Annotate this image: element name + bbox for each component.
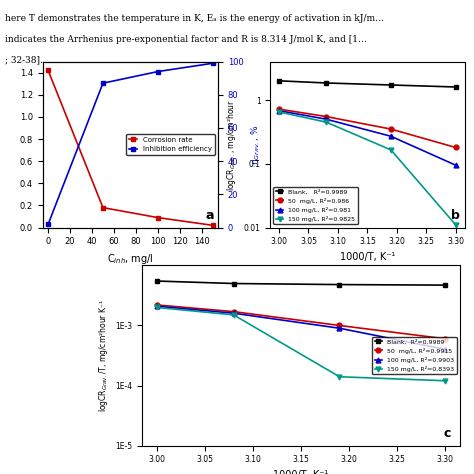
Line: 100 mg/L, R²=0.9903: 100 mg/L, R²=0.9903: [154, 304, 448, 352]
Blank,   R²=0.9989: [276, 78, 282, 83]
50  mg/L, R²=0.986: [323, 114, 329, 119]
X-axis label: C$_{inh}$, mg/l: C$_{inh}$, mg/l: [107, 252, 154, 266]
50  mg/L, R²=0.986: [388, 126, 394, 132]
150 mg/L, R²=0.9825: [388, 147, 394, 153]
Text: b: b: [451, 209, 460, 222]
Blank,   R²=0.9989: [323, 80, 329, 86]
Y-axis label: η$_{Grav.}$, %: η$_{Grav.}$, %: [249, 125, 262, 164]
50  mg/L, R²=0.9915: [443, 336, 448, 342]
Inhibition efficiency: [46, 221, 51, 227]
Corrosion rate: [155, 215, 161, 220]
Line: Blank,  R²=0.9989: Blank, R²=0.9989: [154, 279, 448, 288]
Y-axis label: logCR$_{Grav.}$/T, mg/cm²hour K⁻¹: logCR$_{Grav.}$/T, mg/cm²hour K⁻¹: [97, 299, 110, 412]
X-axis label: 1000/T, K⁻¹: 1000/T, K⁻¹: [340, 252, 395, 262]
Legend: Corrosion rate, Inhibition efficiency: Corrosion rate, Inhibition efficiency: [126, 134, 215, 155]
Blank,  R²=0.9989: [443, 283, 448, 288]
Line: Inhibition efficiency: Inhibition efficiency: [46, 61, 215, 227]
Line: Blank,   R²=0.9989: Blank, R²=0.9989: [277, 78, 458, 90]
100 mg/L, R²=0.9903: [154, 303, 159, 309]
50  mg/L, R²=0.986: [453, 145, 458, 150]
100 mg/L, R²=0.9903: [337, 325, 342, 331]
Line: 50  mg/L, R²=0.986: 50 mg/L, R²=0.986: [277, 107, 458, 150]
100 mg/L, R²=0.9903: [231, 310, 237, 316]
150 mg/L, R²=0.9825: [276, 109, 282, 115]
Line: 150 mg/L, R²=0.9825: 150 mg/L, R²=0.9825: [277, 109, 458, 228]
50  mg/L, R²=0.9915: [231, 309, 237, 314]
50  mg/L, R²=0.986: [276, 106, 282, 112]
Corrosion rate: [46, 68, 51, 73]
100 mg/L, R²=0.981: [276, 108, 282, 114]
50  mg/L, R²=0.9915: [154, 302, 159, 308]
Line: Corrosion rate: Corrosion rate: [46, 68, 215, 228]
Y-axis label: logCR$_{Grav.}$, mg/cm²hour: logCR$_{Grav.}$, mg/cm²hour: [225, 99, 238, 191]
Blank,   R²=0.9989: [388, 82, 394, 88]
Inhibition efficiency: [155, 69, 161, 74]
150 mg/L, R²=0.8393: [443, 378, 448, 383]
Inhibition efficiency: [210, 61, 215, 66]
Line: 150 mg/L, R²=0.8393: 150 mg/L, R²=0.8393: [154, 305, 448, 383]
Blank,   R²=0.9989: [453, 84, 458, 90]
Text: here T demonstrates the temperature in K, Eₐ is the energy of activation in kJ/m: here T demonstrates the temperature in K…: [5, 14, 384, 23]
Line: 50  mg/L, R²=0.9915: 50 mg/L, R²=0.9915: [154, 302, 448, 341]
Text: a: a: [206, 209, 214, 222]
150 mg/L, R²=0.9825: [453, 222, 458, 228]
100 mg/L, R²=0.981: [453, 162, 458, 168]
150 mg/L, R²=0.8393: [337, 374, 342, 380]
50  mg/L, R²=0.9915: [337, 323, 342, 328]
Line: 100 mg/L, R²=0.981: 100 mg/L, R²=0.981: [277, 108, 458, 168]
100 mg/L, R²=0.981: [388, 133, 394, 139]
Legend: Blank,   R²=0.9989, 50  mg/L, R²=0.986, 100 mg/L, R²=0.981, 150 mg/L, R²=0.9825: Blank, R²=0.9989, 50 mg/L, R²=0.986, 100…: [273, 187, 358, 224]
Blank,  R²=0.9989: [231, 281, 237, 286]
Inhibition efficiency: [100, 81, 106, 86]
Blank,  R²=0.9989: [154, 278, 159, 284]
Corrosion rate: [100, 205, 106, 210]
150 mg/L, R²=0.8393: [231, 312, 237, 318]
Blank,  R²=0.9989: [337, 282, 342, 287]
Text: c: c: [444, 427, 451, 439]
100 mg/L, R²=0.9903: [443, 346, 448, 352]
Text: indicates the Arrhenius pre-exponential factor and R is 8.314 J/mol K, and [1…: indicates the Arrhenius pre-exponential …: [5, 35, 367, 44]
Legend: Blank,  R²=0.9989, 50  mg/L, R²=0.9915, 100 mg/L, R²=0.9903, 150 mg/L, R²=0.8393: Blank, R²=0.9989, 50 mg/L, R²=0.9915, 10…: [372, 337, 456, 374]
X-axis label: 1000/T, K⁻¹: 1000/T, K⁻¹: [273, 470, 328, 474]
Text: ; 32-38].: ; 32-38].: [5, 55, 43, 64]
150 mg/L, R²=0.9825: [323, 119, 329, 125]
100 mg/L, R²=0.981: [323, 116, 329, 122]
Corrosion rate: [210, 222, 215, 228]
150 mg/L, R²=0.8393: [154, 305, 159, 310]
